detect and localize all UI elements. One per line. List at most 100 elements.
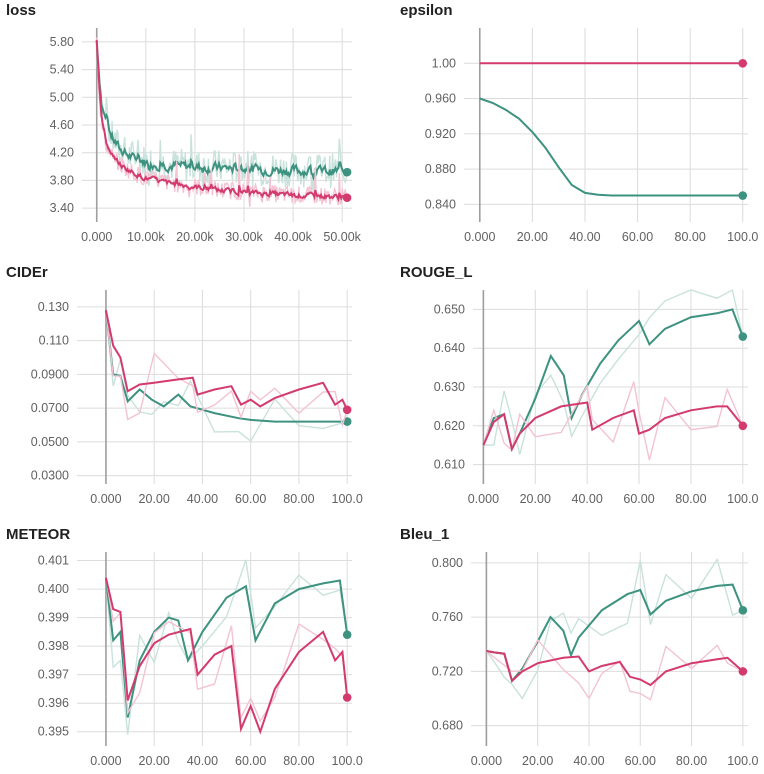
x-tick-label: 20.00 bbox=[139, 492, 170, 506]
teal-series-raw bbox=[96, 40, 348, 195]
y-tick-label: 0.800 bbox=[432, 556, 463, 570]
x-tick-label: 0.000 bbox=[468, 492, 499, 506]
y-tick-label: 0.399 bbox=[38, 611, 69, 625]
chart-title: Bleu_1 bbox=[400, 526, 450, 543]
x-tick-label: 40.00k bbox=[274, 230, 312, 244]
chart-loss: loss 3.40 3.80 4.20 4.60 5.00 5.40 5.80 0.000 10… bbox=[0, 0, 370, 250]
pink-series-raw bbox=[482, 381, 744, 461]
y-tick-label: 0.0900 bbox=[31, 367, 69, 381]
y-tick-label: 0.720 bbox=[432, 664, 463, 678]
y-tick-label: 4.60 bbox=[50, 118, 74, 132]
x-tick-label: 40.00 bbox=[187, 754, 218, 768]
teal-series bbox=[479, 97, 743, 197]
pink-series-raw bbox=[105, 310, 348, 428]
pink-series-end-marker[interactable] bbox=[342, 405, 352, 415]
y-tick-label: 0.650 bbox=[434, 302, 465, 316]
chart-svg: 0.840 0.880 0.920 0.960 1.00 0.000 20.00 40.00 6… bbox=[425, 28, 758, 244]
pink-series-end-marker[interactable] bbox=[342, 193, 352, 203]
x-tick-label: 100.0 bbox=[727, 492, 758, 506]
y-tick-label: 5.80 bbox=[50, 35, 74, 49]
pink-series bbox=[104, 309, 349, 411]
x-tick-label: 80.00 bbox=[676, 754, 707, 768]
y-tick-label: 3.80 bbox=[50, 173, 74, 187]
x-tick-label: 30.00k bbox=[225, 230, 263, 244]
chart-meteor: METEOR 0.395 0.396 0.397 0.398 0.399 0.400 0.4… bbox=[0, 524, 370, 774]
pink-series-raw bbox=[485, 638, 744, 701]
x-tick-label: 20.00 bbox=[139, 754, 170, 768]
teal-series-end-marker[interactable] bbox=[738, 606, 748, 615]
x-tick-label: 40.00 bbox=[569, 230, 600, 244]
chart-cider: CIDEr 0.0300 0.0500 0.0700 0.0900 0.110 0.130… bbox=[0, 262, 370, 512]
x-tick-label: 10.00k bbox=[127, 230, 165, 244]
y-tick-label: 0.0500 bbox=[31, 435, 69, 449]
y-tick-label: 0.920 bbox=[425, 127, 456, 141]
x-tick-label: 100.0 bbox=[332, 492, 363, 506]
pink-series-end-marker[interactable] bbox=[342, 693, 352, 702]
chart-svg: 0.680 0.720 0.760 0.800 0.000 20.00 40.00 60.00… bbox=[432, 552, 759, 768]
x-tick-label: 100.0 bbox=[727, 230, 758, 244]
y-tick-label: 0.610 bbox=[434, 458, 465, 472]
chart-rouge-l: ROUGE_L 0.610 0.620 0.630 0.640 0.650 0.000 20… bbox=[394, 262, 764, 512]
pink-series-end-marker[interactable] bbox=[738, 421, 748, 431]
y-tick-label: 4.20 bbox=[50, 146, 74, 160]
y-tick-label: 0.620 bbox=[434, 419, 465, 433]
y-tick-label: 0.960 bbox=[425, 92, 456, 106]
x-tick-label: 20.00 bbox=[520, 492, 551, 506]
y-tick-label: 0.400 bbox=[38, 582, 69, 596]
x-tick-label: 0.000 bbox=[464, 230, 495, 244]
pink-series bbox=[482, 401, 744, 453]
chart-title: METEOR bbox=[6, 526, 71, 543]
x-tick-label: 80.00 bbox=[675, 492, 706, 506]
y-tick-label: 0.880 bbox=[425, 162, 456, 176]
pink-series-end-marker[interactable] bbox=[738, 58, 748, 68]
x-tick-label: 80.00 bbox=[675, 230, 706, 244]
y-tick-label: 0.630 bbox=[434, 380, 465, 394]
chart-svg: 3.40 3.80 4.20 4.60 5.00 5.40 5.80 0.000 10.00k 2… bbox=[50, 28, 362, 244]
y-tick-label: 1.00 bbox=[432, 56, 456, 70]
x-tick-label: 40.00 bbox=[187, 492, 218, 506]
y-tick-label: 0.395 bbox=[38, 725, 69, 739]
x-tick-label: 80.00 bbox=[283, 754, 314, 768]
teal-series bbox=[104, 310, 348, 423]
y-tick-label: 0.397 bbox=[38, 668, 69, 682]
y-tick-label: 5.40 bbox=[50, 63, 74, 77]
pink-series bbox=[486, 650, 744, 687]
teal-series-end-marker[interactable] bbox=[738, 191, 748, 200]
x-tick-label: 60.00 bbox=[235, 754, 266, 768]
teal-series bbox=[95, 41, 348, 181]
x-tick-label: 0.000 bbox=[471, 754, 502, 768]
chart-title: ROUGE_L bbox=[400, 264, 473, 281]
x-tick-label: 100.0 bbox=[332, 754, 363, 768]
x-tick-label: 60.00 bbox=[622, 230, 653, 244]
x-tick-label: 40.00 bbox=[573, 754, 604, 768]
x-tick-label: 60.00 bbox=[623, 492, 654, 506]
y-tick-label: 5.00 bbox=[50, 90, 74, 104]
pink-series bbox=[104, 577, 349, 735]
pink-series-end-marker[interactable] bbox=[738, 667, 748, 676]
teal-series-end-marker[interactable] bbox=[342, 167, 352, 177]
x-tick-label: 20.00 bbox=[522, 754, 553, 768]
chart-svg: 0.610 0.620 0.630 0.640 0.650 0.000 20.00 40.00… bbox=[434, 288, 758, 506]
y-tick-label: 0.130 bbox=[38, 300, 69, 314]
y-tick-label: 0.401 bbox=[38, 554, 69, 568]
y-tick-label: 0.396 bbox=[38, 696, 69, 710]
y-tick-label: 3.40 bbox=[50, 201, 74, 215]
x-tick-label: 100.0 bbox=[727, 754, 758, 768]
x-tick-label: 50.00k bbox=[323, 230, 361, 244]
y-tick-label: 0.680 bbox=[432, 719, 463, 733]
teal-series-end-marker[interactable] bbox=[738, 332, 748, 341]
y-tick-label: 0.640 bbox=[434, 341, 465, 355]
teal-series-raw bbox=[483, 288, 744, 455]
x-tick-label: 0.000 bbox=[81, 230, 112, 244]
x-tick-label: 0.000 bbox=[90, 754, 121, 768]
x-tick-label: 80.00 bbox=[283, 492, 314, 506]
x-tick-label: 20.00 bbox=[517, 230, 548, 244]
chart-title: epsilon bbox=[400, 2, 453, 19]
teal-series-end-marker[interactable] bbox=[342, 417, 352, 426]
chart-bleu-1: Bleu_1 0.680 0.720 0.760 0.800 0.000 20.00 40.… bbox=[394, 524, 764, 774]
teal-series-end-marker[interactable] bbox=[342, 630, 352, 640]
pink-series-raw bbox=[105, 577, 348, 723]
y-tick-label: 0.110 bbox=[39, 334, 69, 348]
pink-series-raw bbox=[96, 37, 348, 207]
y-tick-label: 0.760 bbox=[432, 610, 463, 624]
